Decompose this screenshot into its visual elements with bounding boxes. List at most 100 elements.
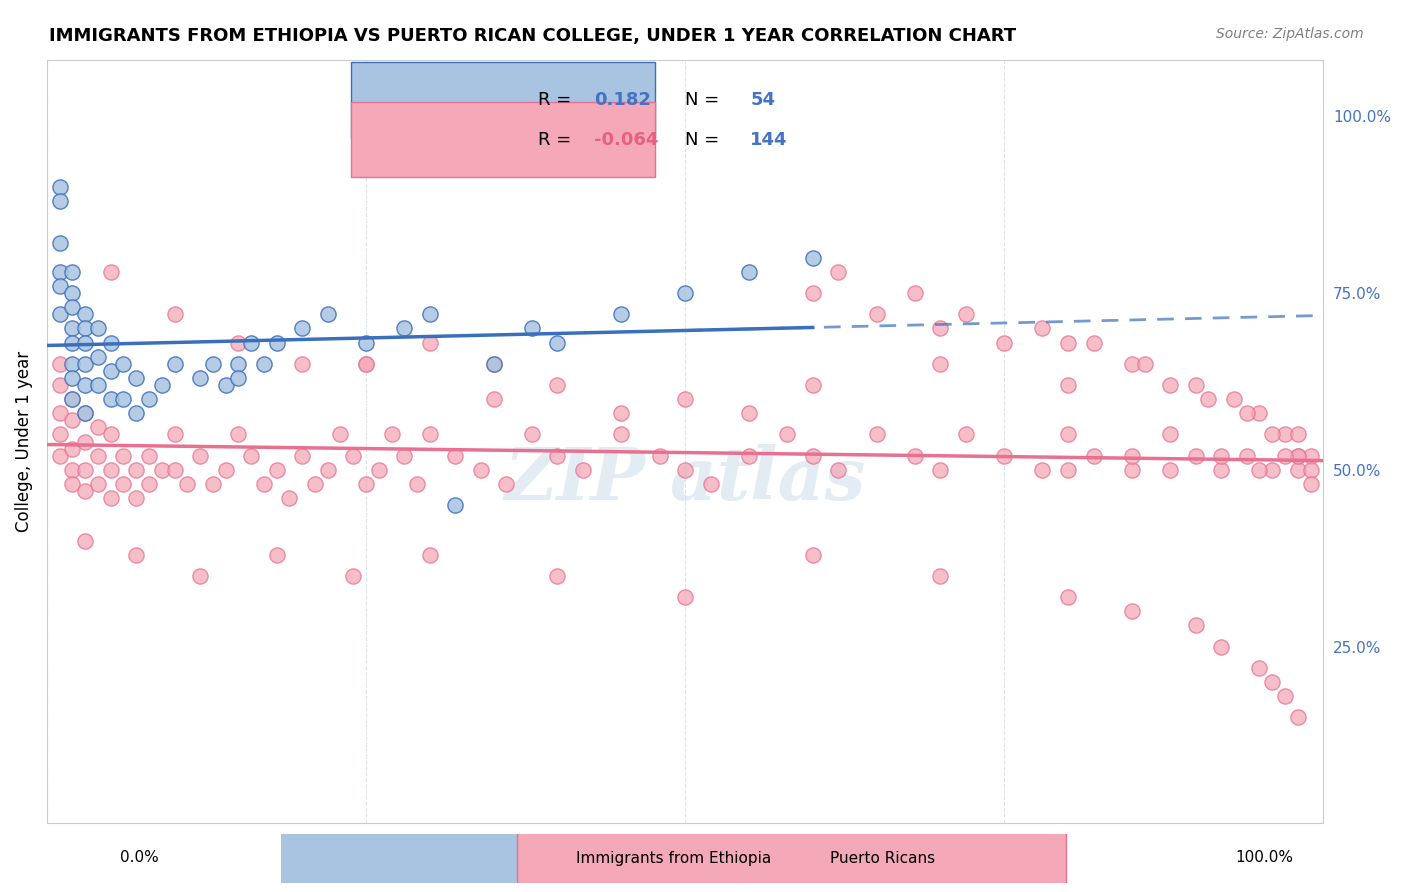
Point xyxy=(75,307,97,321)
Point xyxy=(112,449,135,463)
Point xyxy=(87,477,110,491)
Point xyxy=(1057,378,1080,392)
Point xyxy=(470,463,492,477)
Point xyxy=(214,463,236,477)
Point xyxy=(188,371,211,385)
Point xyxy=(1159,427,1181,442)
Point xyxy=(673,392,696,406)
Point xyxy=(266,463,288,477)
Point xyxy=(342,569,364,583)
Point xyxy=(278,491,301,505)
Point xyxy=(62,463,84,477)
Point xyxy=(1057,590,1080,604)
Point xyxy=(738,265,761,279)
Point xyxy=(228,335,250,350)
Point xyxy=(801,251,824,265)
Point xyxy=(1274,689,1296,703)
Point xyxy=(62,321,84,335)
Point xyxy=(1211,463,1233,477)
Point xyxy=(62,442,84,456)
Point xyxy=(100,491,122,505)
Point xyxy=(48,265,70,279)
Point xyxy=(75,321,97,335)
Point xyxy=(1249,406,1271,420)
Point xyxy=(1121,463,1143,477)
Point xyxy=(62,392,84,406)
Point xyxy=(1274,449,1296,463)
Point xyxy=(738,406,761,420)
Point xyxy=(1286,427,1309,442)
Point xyxy=(1057,335,1080,350)
Point xyxy=(520,321,543,335)
Point xyxy=(1197,392,1219,406)
Point xyxy=(827,463,849,477)
Point xyxy=(1057,463,1080,477)
Point xyxy=(62,477,84,491)
Point xyxy=(316,463,339,477)
Point xyxy=(1249,463,1271,477)
Point xyxy=(100,463,122,477)
Point xyxy=(253,477,276,491)
Point xyxy=(112,392,135,406)
Point xyxy=(1236,449,1258,463)
Point xyxy=(993,449,1015,463)
Point xyxy=(482,392,505,406)
Point xyxy=(48,236,70,251)
Point xyxy=(138,477,160,491)
Point xyxy=(1121,449,1143,463)
Point xyxy=(801,449,824,463)
Point xyxy=(1083,335,1105,350)
Point xyxy=(1299,477,1322,491)
Point xyxy=(316,307,339,321)
Point xyxy=(673,463,696,477)
Point xyxy=(1211,640,1233,654)
Point xyxy=(610,427,633,442)
Point xyxy=(75,434,97,449)
Point xyxy=(62,392,84,406)
Point xyxy=(1211,449,1233,463)
Point xyxy=(62,265,84,279)
Point xyxy=(48,449,70,463)
Point xyxy=(419,548,441,562)
Text: ZIP atlas: ZIP atlas xyxy=(505,444,866,516)
Point xyxy=(112,477,135,491)
Point xyxy=(125,491,148,505)
Point xyxy=(138,449,160,463)
Point xyxy=(163,427,186,442)
Text: Puerto Ricans: Puerto Ricans xyxy=(830,851,935,866)
Point xyxy=(801,285,824,300)
Point xyxy=(62,300,84,314)
Point xyxy=(62,285,84,300)
Point xyxy=(48,180,70,194)
Point xyxy=(1031,321,1053,335)
Point xyxy=(150,378,173,392)
Point xyxy=(546,569,568,583)
Point xyxy=(546,449,568,463)
Y-axis label: College, Under 1 year: College, Under 1 year xyxy=(15,351,32,533)
Point xyxy=(495,477,517,491)
Point xyxy=(1299,449,1322,463)
Point xyxy=(100,335,122,350)
Point xyxy=(125,406,148,420)
Point xyxy=(699,477,721,491)
Point xyxy=(1031,463,1053,477)
Point xyxy=(1261,675,1284,690)
Point xyxy=(610,307,633,321)
Point xyxy=(87,378,110,392)
Point xyxy=(228,427,250,442)
Point xyxy=(444,498,467,512)
Point xyxy=(75,357,97,371)
Point xyxy=(1236,406,1258,420)
Point xyxy=(75,406,97,420)
Point xyxy=(1286,449,1309,463)
Point xyxy=(62,371,84,385)
Point xyxy=(163,307,186,321)
Point xyxy=(394,449,416,463)
Point xyxy=(801,548,824,562)
Point xyxy=(62,335,84,350)
Point xyxy=(1249,661,1271,675)
Point xyxy=(188,569,211,583)
Point xyxy=(1159,463,1181,477)
Point xyxy=(342,449,364,463)
Point xyxy=(444,449,467,463)
